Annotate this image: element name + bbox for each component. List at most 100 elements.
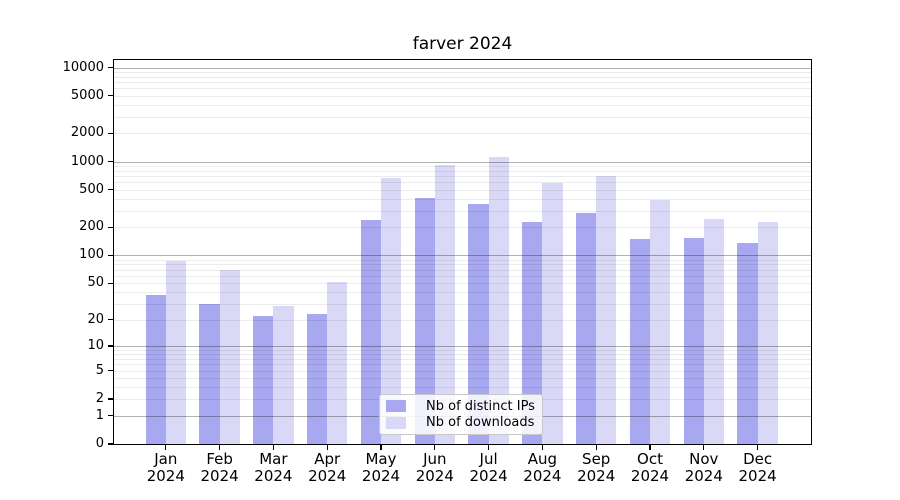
legend-item-downloads: Nb of downloads [380,415,542,430]
bar-downloads-feb [219,269,240,444]
x-tick-label-feb: Feb 2024 [200,450,239,485]
x-tick-label-dec: Dec 2024 [738,450,777,485]
legend: Nb of distinct IPs Nb of downloads [379,394,543,435]
legend-label-downloads: Nb of downloads [426,415,535,431]
y-tick-label: 5000 [70,87,104,103]
x-tick-mark [487,444,490,450]
bar-ips-dec [737,243,758,444]
bar-downloads-jul [488,156,509,444]
y-tick-mark [108,443,114,445]
y-tick-label: 10 [87,338,104,353]
x-tick-mark [649,444,651,450]
bar-ips-oct [629,238,650,444]
gridline-minor [114,95,811,97]
gridline-minor [114,349,811,351]
gridline-major [114,67,811,69]
y-tick-mark [108,345,114,347]
gridline-minor [114,176,811,178]
gridline-minor [114,199,811,200]
y-tick-mark [108,132,114,134]
gridline-minor [114,165,811,167]
y-tick-mark [108,66,114,69]
bar-ips-apr [307,314,328,444]
gridline-major [114,255,811,257]
gridline-minor [114,182,811,184]
gridline-minor [114,170,811,172]
y-tick-mark [108,254,114,256]
y-tick-label: 2 [95,391,104,407]
gridline-minor [114,354,811,356]
gridline-minor [114,319,811,321]
bar-ips-jan [145,295,166,444]
gridline-major [114,346,811,347]
gridline-minor [114,303,811,305]
x-tick-label-jul: Jul 2024 [469,450,508,485]
y-tick-label: 1 [95,407,104,423]
x-tick-label-mar: Mar 2024 [254,450,293,485]
x-tick-mark [165,444,167,450]
bar-downloads-aug [542,183,563,444]
y-tick-label: 2000 [70,125,104,141]
x-tick-mark [595,444,597,450]
bar-downloads-apr [327,281,348,444]
bar-downloads-jan [165,261,186,444]
y-tick-label: 1000 [70,153,104,169]
gridline-minor [114,133,811,135]
gridline-minor [114,370,811,372]
bar-ips-jul [468,204,489,444]
x-tick-label-jan: Jan 2024 [146,450,185,485]
y-tick-label: 20 [87,311,104,327]
gridline-minor [114,210,811,212]
gridline-minor [114,104,811,106]
y-tick-label: 10000 [62,59,104,75]
y-tick-mark [108,415,114,417]
gridline-minor [114,264,811,266]
y-tick-mark [108,370,114,372]
x-tick-label-jun: Jun 2024 [415,450,454,485]
bar-downloads-oct [650,200,671,444]
y-tick-mark [108,318,114,321]
y-tick-label: 5 [95,362,104,378]
gridline-minor [114,387,811,389]
x-tick-label-aug: Aug 2024 [523,450,562,485]
y-tick-mark [108,95,114,97]
y-tick-label: 50 [87,275,104,291]
bar-downloads-mar [273,306,294,444]
bar-downloads-dec [757,221,778,444]
x-tick-mark [703,444,705,450]
gridline-minor [114,364,811,366]
y-tick-label: 0 [95,436,104,451]
y-tick-mark [108,398,114,400]
x-tick-label-nov: Nov 2024 [684,450,723,485]
bar-downloads-nov [703,219,724,444]
y-tick-label: 200 [79,219,104,235]
gridline-minor [114,259,811,261]
y-tick-mark [108,282,114,284]
gridline-minor [114,359,811,360]
gridline-minor [114,88,811,90]
bar-ips-mar [253,315,274,444]
gridline-minor [114,275,811,277]
x-tick-label-apr: Apr 2024 [308,450,347,485]
x-tick-label-oct: Oct 2024 [630,450,670,485]
bar-ips-jun [414,198,435,444]
chart-title: farver 2024 [412,34,513,54]
bar-ips-sep [576,212,597,444]
y-tick-label: 100 [79,247,104,263]
gridline-major [114,161,811,163]
x-tick-label-sep: Sep 2024 [577,450,616,485]
gridline-minor [114,269,811,271]
x-tick-label-may: May 2024 [361,450,401,485]
y-tick-mark [108,189,114,191]
gridline-minor [114,71,811,73]
bar-ips-feb [199,303,220,444]
bar-downloads-sep [596,176,617,444]
gridline-minor [114,189,811,191]
bar-ips-aug [522,222,543,444]
x-tick-mark [218,444,221,450]
bar-ips-may [360,220,381,444]
legend-swatch-downloads [386,417,406,429]
gridline-minor [114,283,811,285]
bar-downloads-may [381,177,402,444]
